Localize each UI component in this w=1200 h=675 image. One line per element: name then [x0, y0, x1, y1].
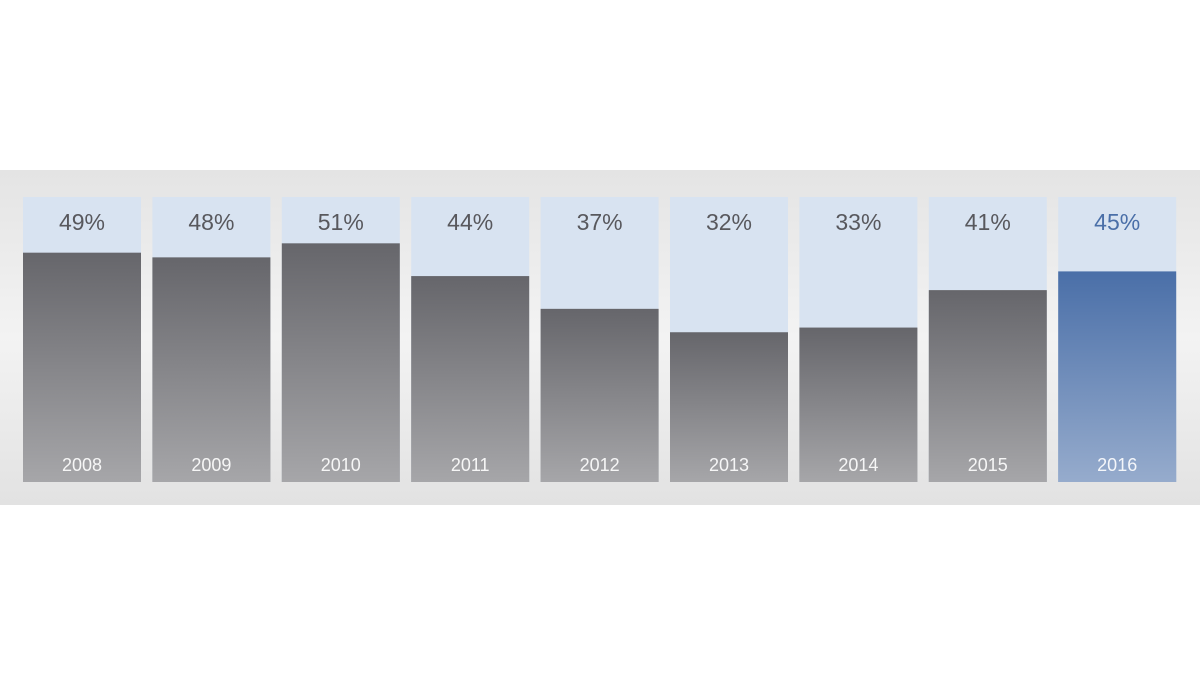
value-label: 44%	[447, 209, 493, 235]
x-tick-label: 2016	[1097, 455, 1137, 475]
x-tick-label: 2015	[968, 455, 1008, 475]
x-tick-label: 2014	[838, 455, 878, 475]
x-tick-label: 2011	[451, 455, 490, 475]
bar-shine	[23, 252, 141, 482]
x-tick-label: 2009	[191, 455, 231, 475]
bar-shine	[928, 290, 1047, 482]
value-label: 45%	[1094, 209, 1140, 235]
value-label: 51%	[318, 209, 364, 235]
bar-shine	[152, 257, 271, 482]
bar-shine	[540, 308, 659, 482]
bar-shine	[411, 276, 530, 482]
value-label: 32%	[706, 209, 752, 235]
bar-shine	[670, 332, 788, 482]
value-label: 49%	[59, 209, 105, 235]
value-label: 33%	[835, 209, 881, 235]
bar-shine	[1058, 271, 1177, 482]
bar-shine	[281, 243, 400, 482]
x-tick-label: 2010	[321, 455, 361, 475]
value-label: 41%	[965, 209, 1011, 235]
bar-shine	[799, 327, 918, 482]
x-tick-label: 2013	[709, 455, 749, 475]
value-label: 37%	[577, 209, 623, 235]
x-tick-label: 2008	[62, 455, 102, 475]
value-label: 48%	[188, 209, 234, 235]
x-tick-label: 2012	[580, 455, 620, 475]
